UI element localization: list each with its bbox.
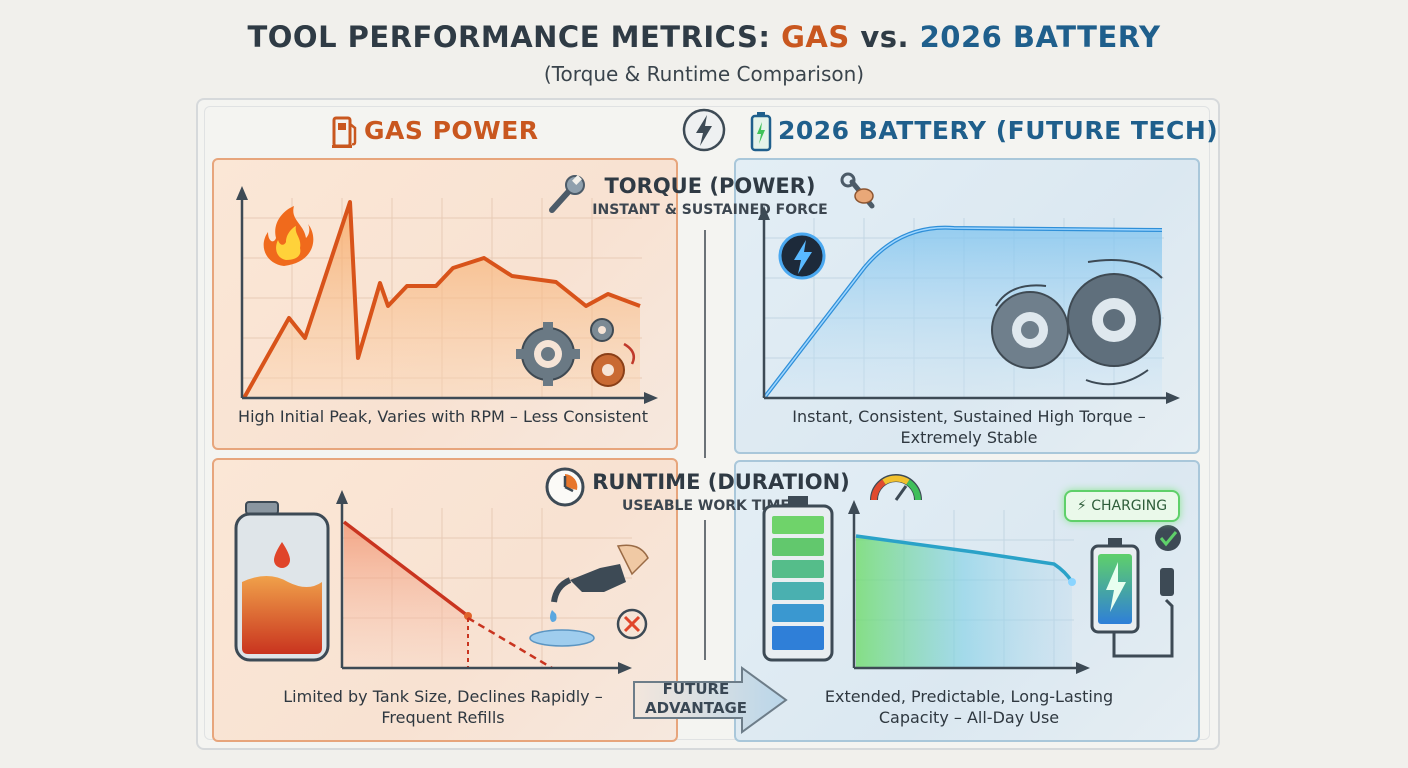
fuel-nozzle-icon xyxy=(529,544,649,647)
clock-icon xyxy=(545,467,585,507)
gas-runtime-caption-line2: Frequent Refills xyxy=(381,708,505,727)
gas-runtime-caption: Limited by Tank Size, Declines Rapidly –… xyxy=(212,686,674,728)
gas-torque-chart xyxy=(236,186,658,404)
runtime-title: RUNTIME (DURATION) xyxy=(592,470,850,494)
charging-badge-text: CHARGING xyxy=(1091,498,1168,514)
charging-badge: ⚡ CHARGING xyxy=(1064,490,1180,522)
gears-icon xyxy=(516,318,635,387)
lightning-badge-icon xyxy=(778,232,826,280)
subtitle: (Torque & Runtime Comparison) xyxy=(543,62,865,86)
main-title: TOOL PERFORMANCE METRICS: GAS vs. 2026 B… xyxy=(247,20,1161,54)
gas-torque-caption: High Initial Peak, Varies with RPM – Les… xyxy=(238,407,648,426)
battery-column-header: 2026 BATTERY (FUTURE TECH) xyxy=(778,116,1219,145)
gas-runtime-area xyxy=(344,522,468,668)
flame-icon xyxy=(263,206,314,266)
torque-subtitle: INSTANT & SUSTAINED FORCE xyxy=(592,202,828,218)
battery-runtime-area xyxy=(856,536,1072,668)
gas-runtime-caption-line1: Limited by Tank Size, Declines Rapidly – xyxy=(283,687,603,706)
battery-torque-caption-line2: Extremely Stable xyxy=(900,428,1038,447)
battery-icon xyxy=(750,112,772,152)
torque-title: TORQUE (POWER) xyxy=(604,174,816,198)
battery-runtime-caption-line2: Capacity – All-Day Use xyxy=(878,708,1060,727)
battery-torque-caption: Instant, Consistent, Sustained High Torq… xyxy=(734,406,1204,448)
battery-gears-icon xyxy=(991,259,1163,386)
inner-frame xyxy=(204,106,1210,740)
runtime-subtitle: USEABLE WORK TIME xyxy=(622,498,790,514)
center-divider-lower xyxy=(704,520,706,660)
center-lightning-icon xyxy=(682,108,726,152)
gas-runtime-line xyxy=(342,520,470,618)
battery-runtime-caption: Extended, Predictable, Long-Lasting Capa… xyxy=(734,686,1204,728)
gas-column-header: GAS POWER xyxy=(364,116,539,145)
battery-torque-caption-line1: Instant, Consistent, Sustained High Torq… xyxy=(792,407,1146,426)
gauge-icon xyxy=(870,474,922,501)
battery-runtime-chart xyxy=(762,496,1181,674)
center-divider xyxy=(704,230,706,458)
future-advantage-line2: ADVANTAGE xyxy=(644,699,748,717)
gas-torque-line xyxy=(242,200,641,399)
hand-wrench-icon xyxy=(840,172,875,209)
gas-runtime-chart xyxy=(234,490,649,674)
fuel-tank-icon xyxy=(234,501,330,662)
battery-cells-icon xyxy=(762,496,834,662)
fuel-pump-icon xyxy=(332,116,357,148)
battery-runtime-caption-line1: Extended, Predictable, Long-Lasting xyxy=(824,687,1114,706)
future-advantage-arrow xyxy=(633,666,788,734)
x-mark-icon xyxy=(616,608,648,640)
future-advantage-label: FUTURE ADVANTAGE xyxy=(640,680,752,718)
battery-torque-chart xyxy=(758,206,1180,404)
charging-battery-icon xyxy=(1090,525,1181,658)
future-advantage-line1: FUTURE xyxy=(662,680,730,698)
wrench-icon xyxy=(549,175,585,213)
